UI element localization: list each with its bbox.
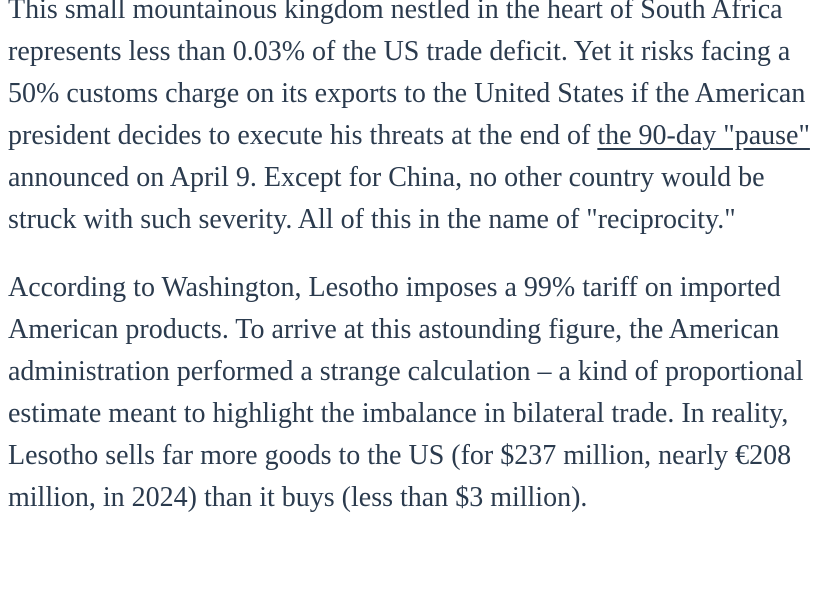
paragraph-trade-deficit: This small mountainous kingdom nestled i…: [8, 0, 838, 241]
paragraph-text-after-link: announced on April 9. Except for China, …: [8, 162, 765, 235]
paragraph-text-before-link: This small mountainous kingdom nestled i…: [8, 0, 806, 151]
ninety-day-pause-link[interactable]: the 90-day "pause": [597, 120, 810, 151]
paragraph-tariff-calculation: According to Washington, Lesotho imposes…: [8, 272, 804, 513]
article-body: This small mountainous kingdom nestled i…: [8, 0, 838, 513]
